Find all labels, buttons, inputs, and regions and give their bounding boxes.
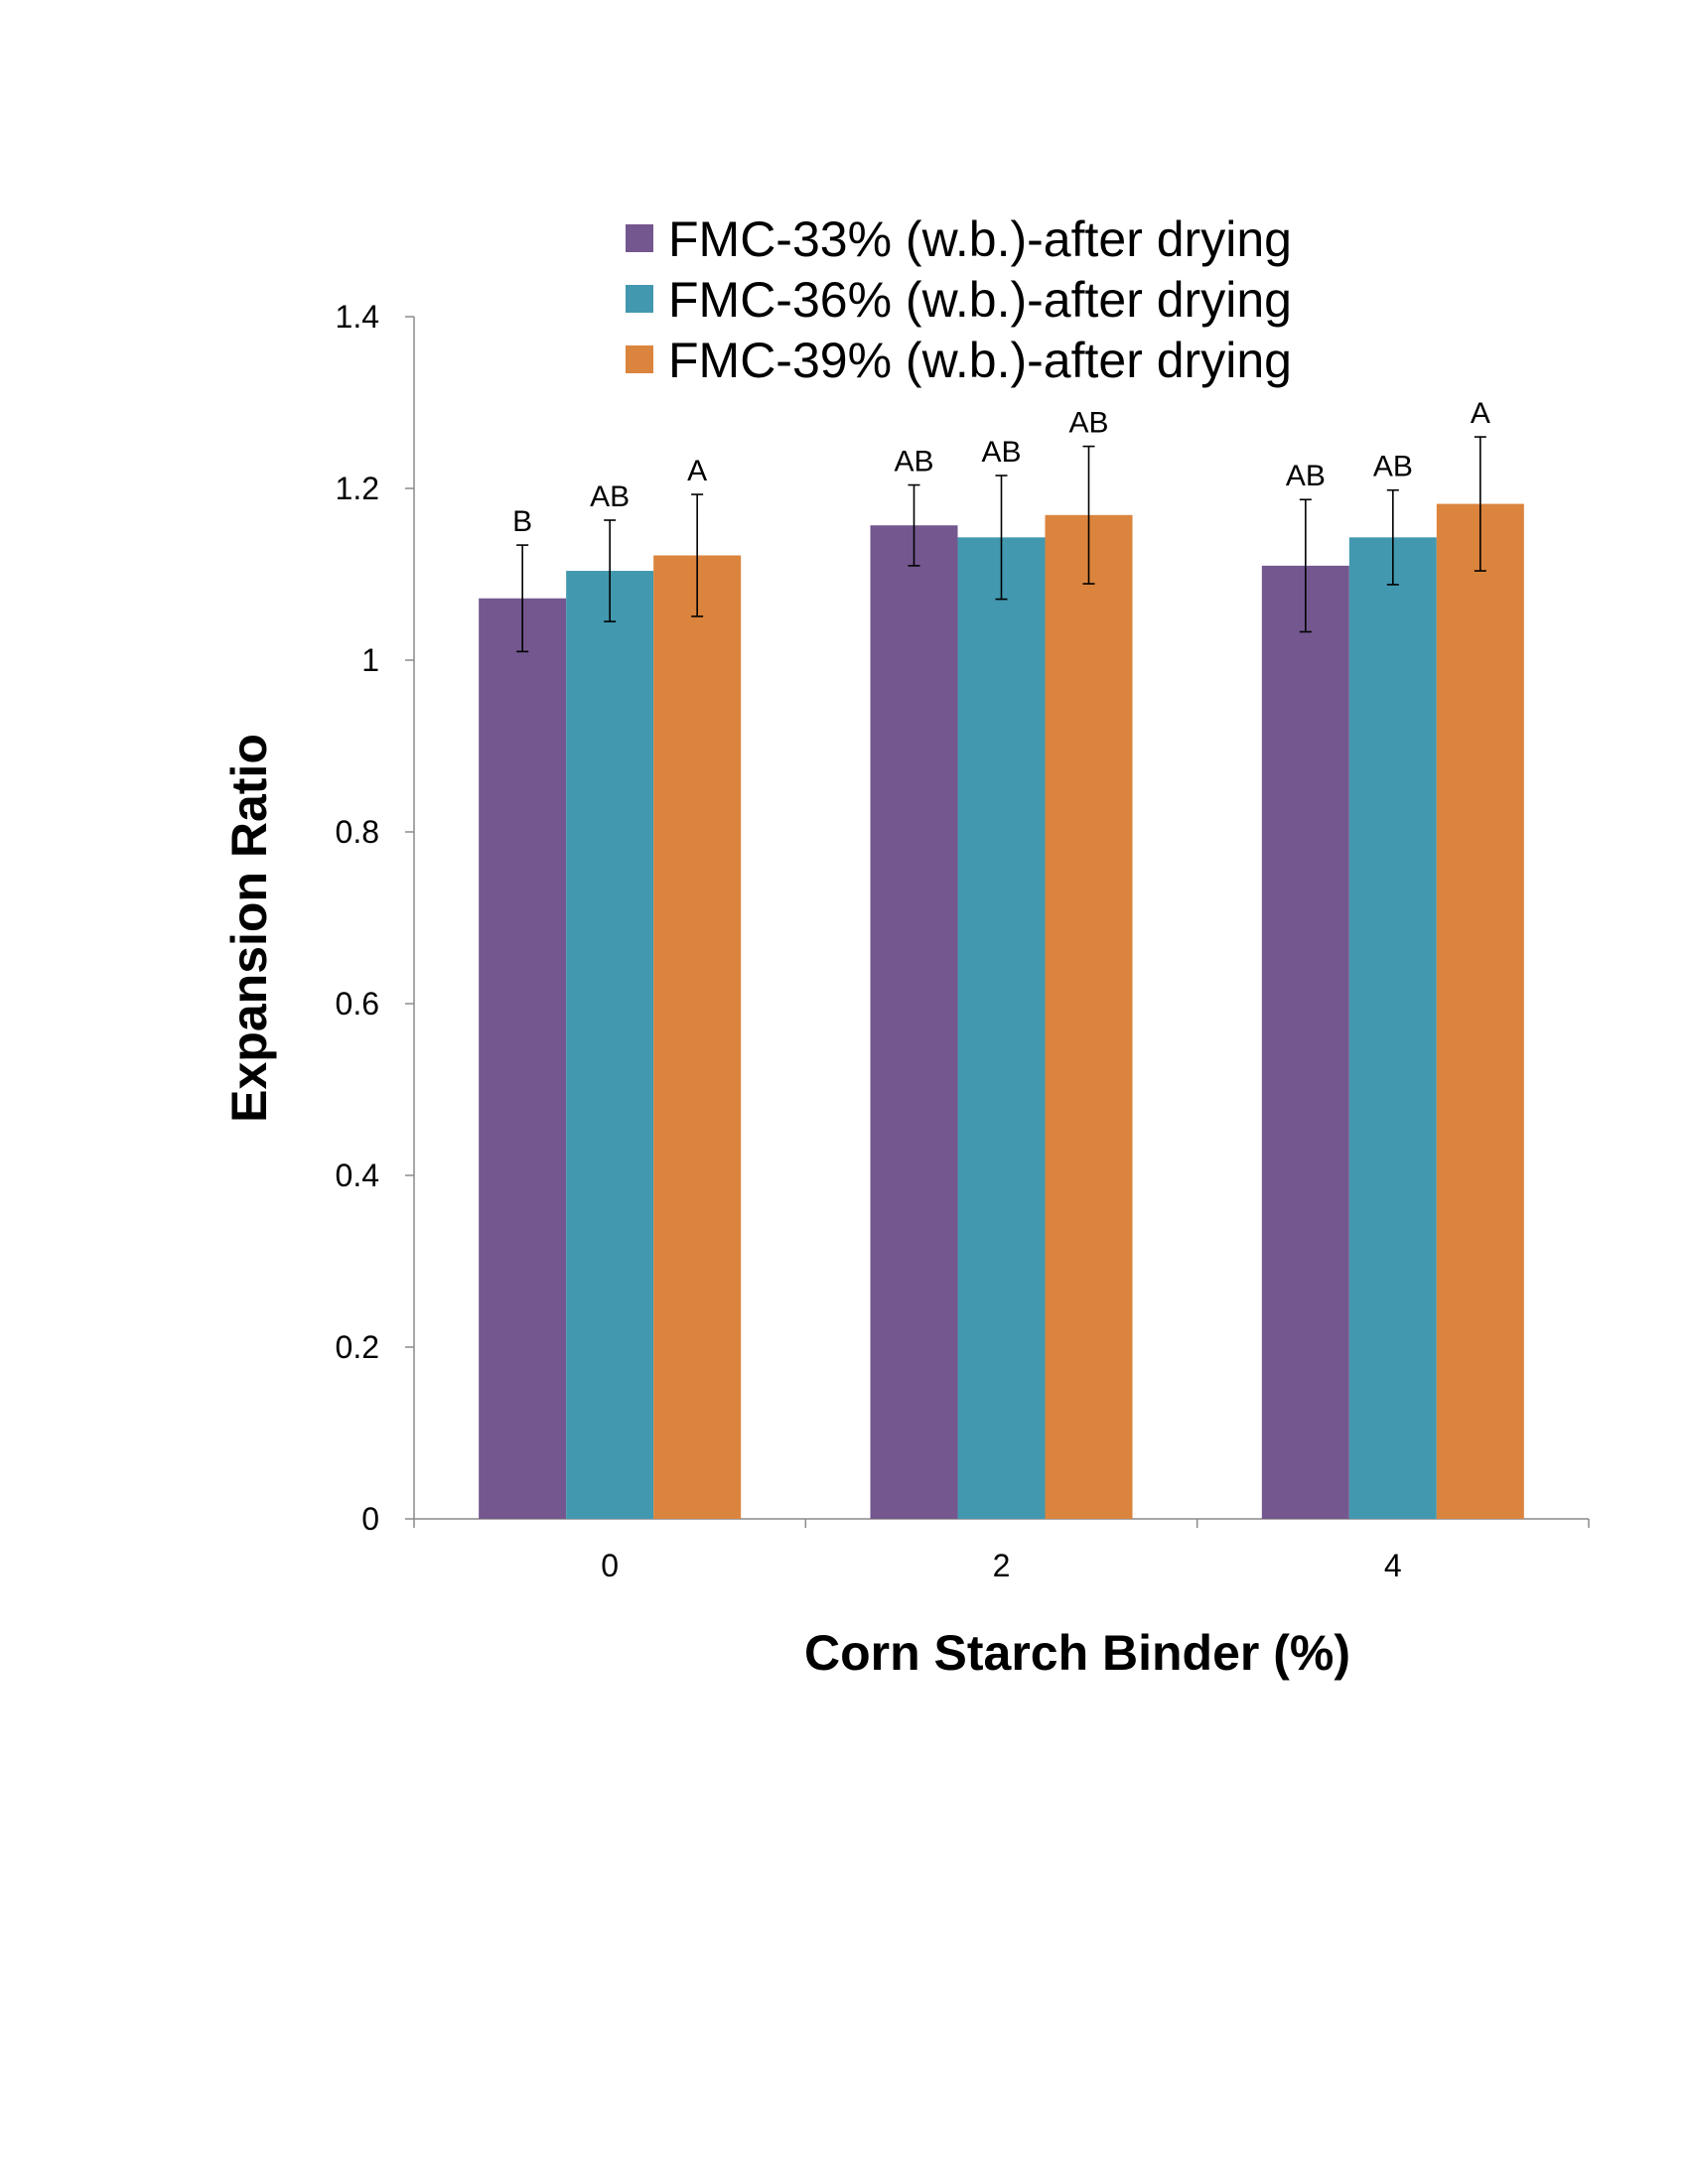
significance-label: A: [687, 455, 707, 487]
y-tick-label: 0.6: [336, 986, 379, 1022]
bar: [653, 555, 742, 1519]
bar: [957, 537, 1046, 1519]
bar: [479, 598, 567, 1519]
y-axis-title: Expansion Ratio: [221, 734, 277, 1123]
legend-swatch: [626, 224, 653, 252]
significance-label: B: [512, 505, 532, 538]
significance-label: AB: [894, 446, 933, 478]
bar: [1045, 514, 1133, 1519]
significance-label: AB: [981, 436, 1021, 469]
significance-label: AB: [1286, 460, 1326, 492]
legend-label: FMC-36% (w.b.)-after drying: [668, 272, 1292, 328]
y-tick-label: 0.4: [336, 1158, 379, 1193]
bar: [1261, 565, 1349, 1519]
legend-label: FMC-33% (w.b.)-after drying: [668, 211, 1292, 267]
y-tick-label: 1.4: [336, 299, 379, 335]
significance-label: AB: [1068, 407, 1108, 440]
bar: [1348, 537, 1437, 1519]
significance-label: A: [1471, 397, 1490, 430]
x-axis-title: Corn Starch Binder (%): [804, 1625, 1350, 1681]
y-axis: 0 0.2 0.4 0.6 0.8 1 1.2 1.4: [336, 299, 415, 1537]
bars: B AB AB AB AB AB A AB A: [479, 397, 1524, 1519]
y-tick-label: 0.2: [336, 1329, 379, 1365]
y-tick-label: 0: [361, 1501, 379, 1537]
bar: [870, 525, 958, 1519]
legend-swatch: [626, 345, 653, 373]
significance-label: AB: [590, 480, 630, 513]
legend-label: FMC-39% (w.b.)-after drying: [668, 333, 1292, 388]
significance-label: AB: [1373, 451, 1413, 483]
x-tick-label: 4: [1384, 1548, 1402, 1583]
y-tick-label: 1: [361, 642, 379, 678]
x-tick-label: 0: [601, 1548, 619, 1583]
x-axis: 0 2 4: [413, 1518, 1590, 1583]
x-tick-label: 2: [993, 1548, 1011, 1583]
y-tick-label: 1.2: [336, 471, 379, 506]
legend-swatch: [626, 285, 653, 313]
y-tick-label: 0.8: [336, 814, 379, 850]
bar: [1436, 503, 1524, 1519]
bar: [566, 571, 654, 1519]
